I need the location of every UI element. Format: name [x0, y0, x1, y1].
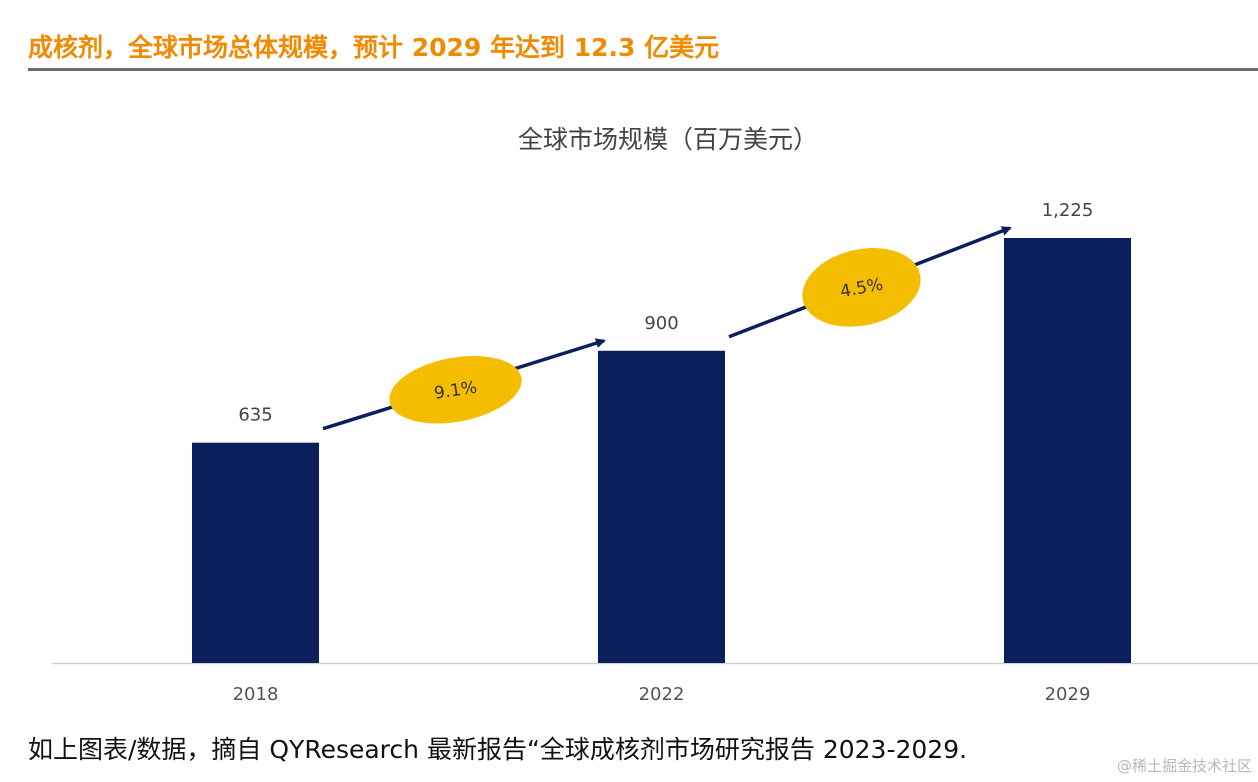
- bar-2029: [1004, 238, 1131, 663]
- bar-2022: [598, 350, 725, 663]
- x-tick-label-2018: 2018: [233, 684, 279, 705]
- cagr-badge-2018-2022: [389, 355, 522, 424]
- headline-divider: [28, 68, 1258, 71]
- chart-title: 全球市场规模（百万美元）: [518, 125, 818, 154]
- value-label-2018: 635: [238, 405, 272, 426]
- bar-2018: [192, 442, 319, 663]
- value-label-2029: 1,225: [1042, 200, 1094, 221]
- cagr-badge-2022-2029: [802, 248, 921, 327]
- watermark: @稀土掘金技术社区: [1116, 757, 1252, 775]
- x-tick-label-2022: 2022: [639, 684, 685, 705]
- source-note: 如上图表/数据，摘自 QYResearch 最新报告“全球成核剂市场研究报告 2…: [28, 735, 968, 764]
- x-tick-label-2029: 2029: [1045, 684, 1091, 705]
- headline: 成核剂，全球市场总体规模，预计 2029 年达到 12.3 亿美元: [28, 33, 720, 62]
- value-label-2022: 900: [644, 313, 678, 334]
